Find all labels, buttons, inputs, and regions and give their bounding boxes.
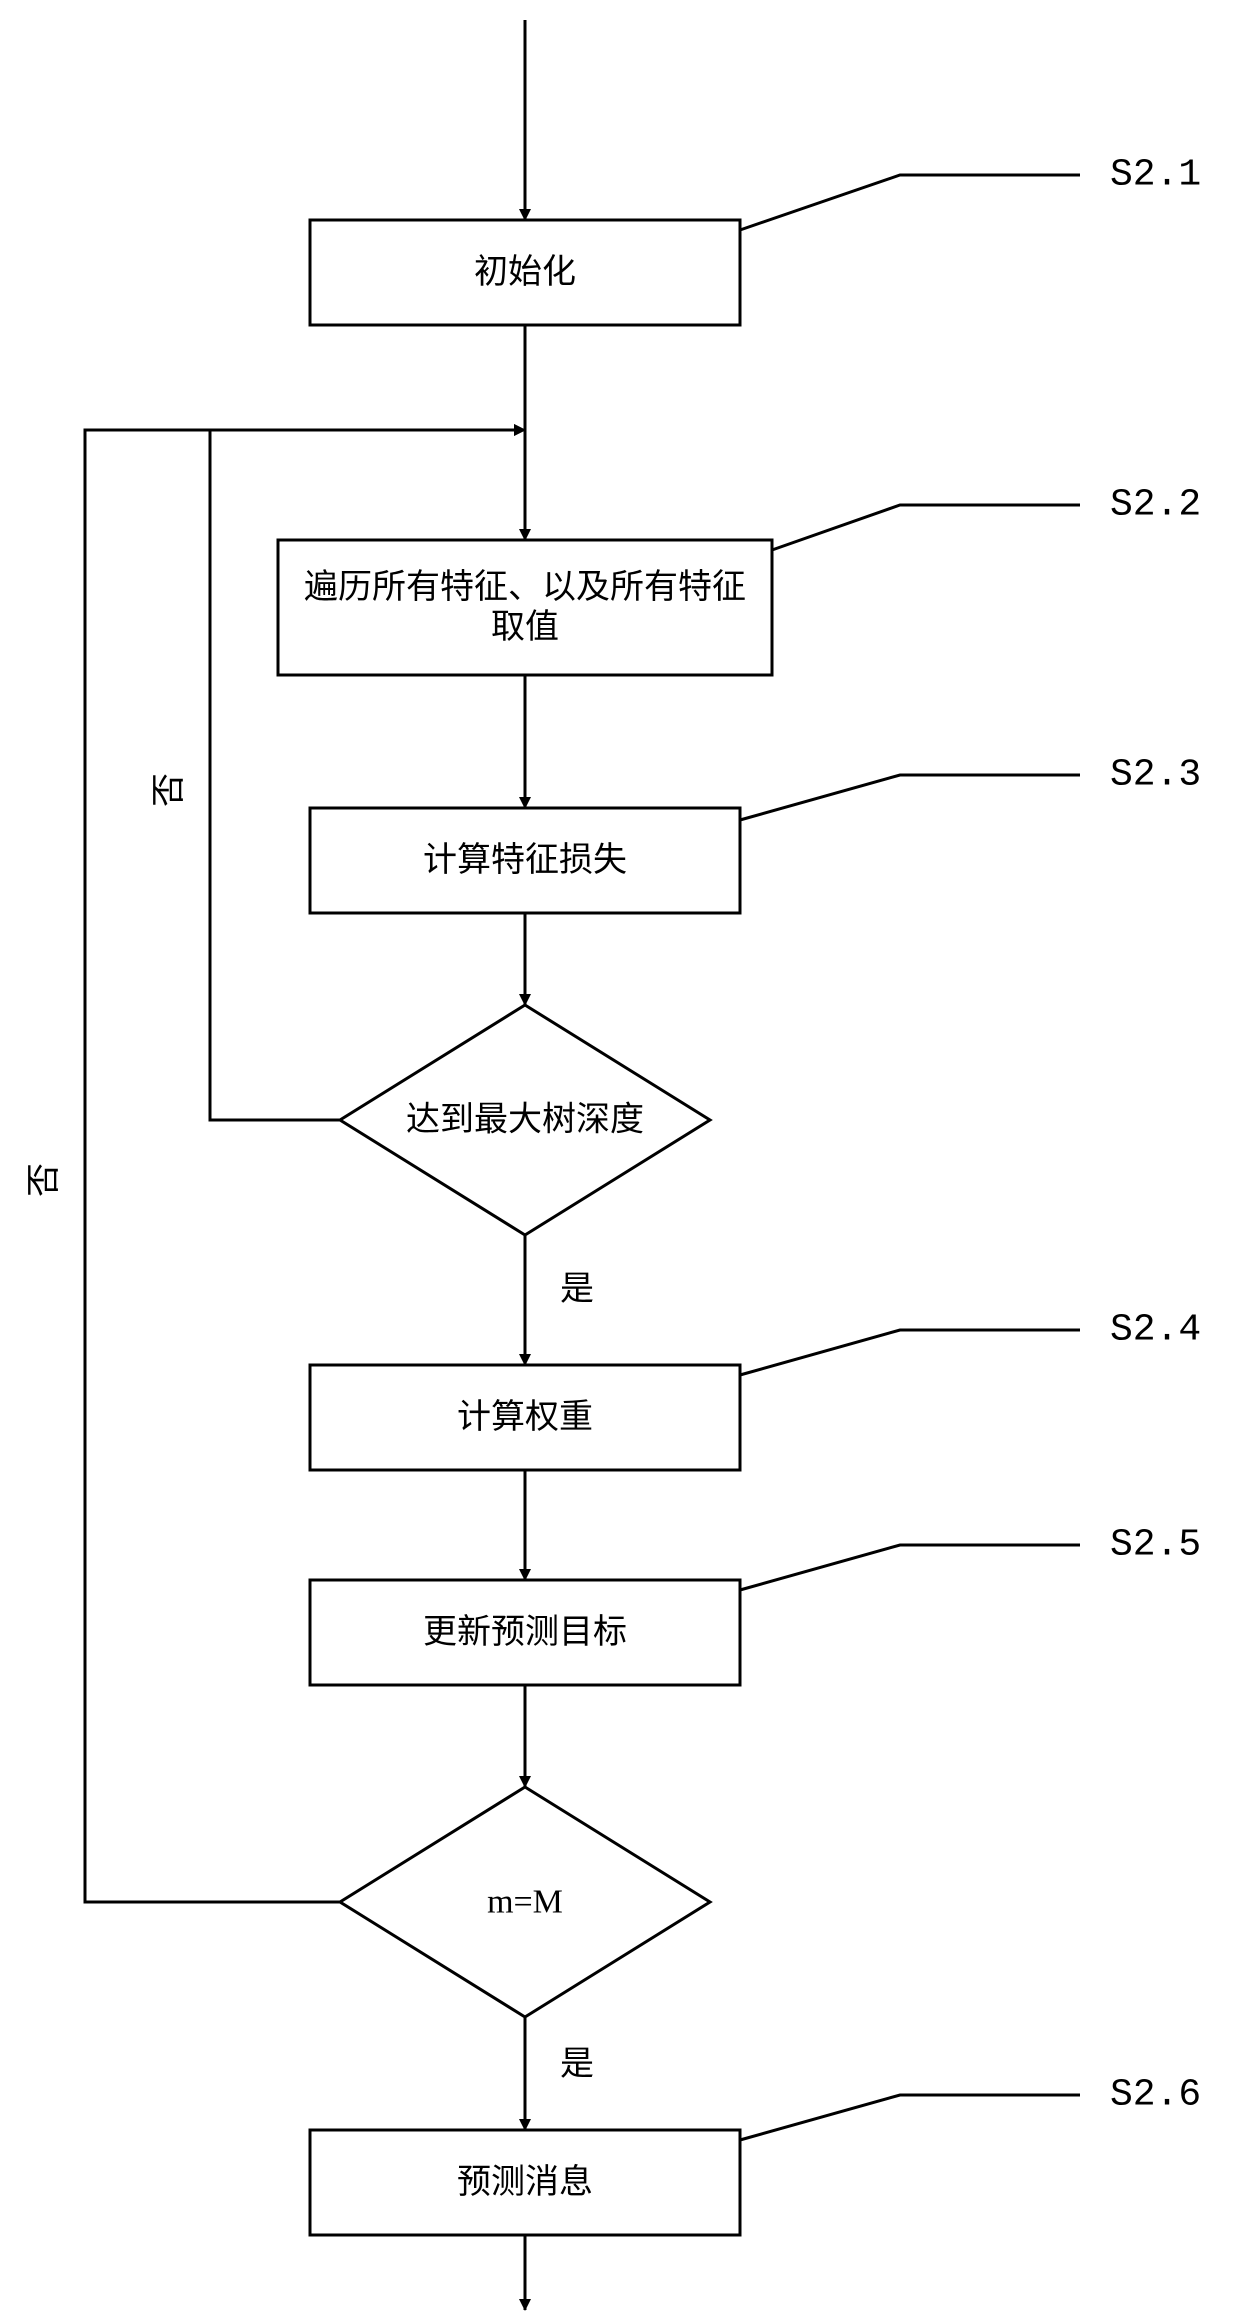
connector-s21 — [740, 175, 1080, 230]
connector-s26 — [740, 2095, 1080, 2140]
node-d2: m=M — [340, 1787, 710, 2017]
node-label: 初始化 — [474, 253, 576, 291]
node-d1: 达到最大树深度 — [340, 1005, 710, 1235]
edge-label: 是 — [560, 1271, 594, 1308]
flowchart-canvas: 是是 否否 初始化遍历所有特征、以及所有特征取值计算特征损失达到最大树深度计算权… — [0, 0, 1240, 2316]
node-label: 更新预测目标 — [423, 1613, 627, 1651]
feedback-label: 否 — [151, 773, 188, 807]
step-label-s22: S2.2 — [1110, 484, 1201, 527]
node-s26: 预测消息 — [310, 2130, 740, 2235]
node-s25: 更新预测目标 — [310, 1580, 740, 1685]
node-label: 计算权重 — [457, 1398, 593, 1436]
node-label: m=M — [487, 1884, 563, 1921]
connector-s25 — [740, 1545, 1080, 1590]
node-label: 取值 — [491, 608, 559, 646]
connector-s24 — [740, 1330, 1080, 1375]
feedback-d1-no: 否 — [151, 430, 525, 1120]
node-label: 遍历所有特征、以及所有特征 — [304, 568, 746, 606]
node-s21: 初始化 — [310, 220, 740, 325]
node-s22: 遍历所有特征、以及所有特征取值 — [278, 540, 772, 675]
node-s23: 计算特征损失 — [310, 808, 740, 913]
connector-s23 — [740, 775, 1080, 820]
node-label: 预测消息 — [457, 2163, 593, 2201]
step-label-s25: S2.5 — [1110, 1524, 1201, 1567]
edge-d1-s24: 是 — [525, 1235, 594, 1365]
node-s24: 计算权重 — [310, 1365, 740, 1470]
step-label-s23: S2.3 — [1110, 754, 1201, 797]
step-label-s26: S2.6 — [1110, 2074, 1201, 2117]
edge-label: 是 — [560, 2046, 594, 2083]
feedback-label: 否 — [26, 1163, 63, 1197]
node-label: 计算特征损失 — [423, 841, 627, 879]
step-label-s21: S2.1 — [1110, 154, 1201, 197]
edge-d2-s26: 是 — [525, 2017, 594, 2130]
connector-s22 — [772, 505, 1080, 550]
node-label: 达到最大树深度 — [406, 1101, 644, 1139]
step-label-s24: S2.4 — [1110, 1309, 1201, 1352]
